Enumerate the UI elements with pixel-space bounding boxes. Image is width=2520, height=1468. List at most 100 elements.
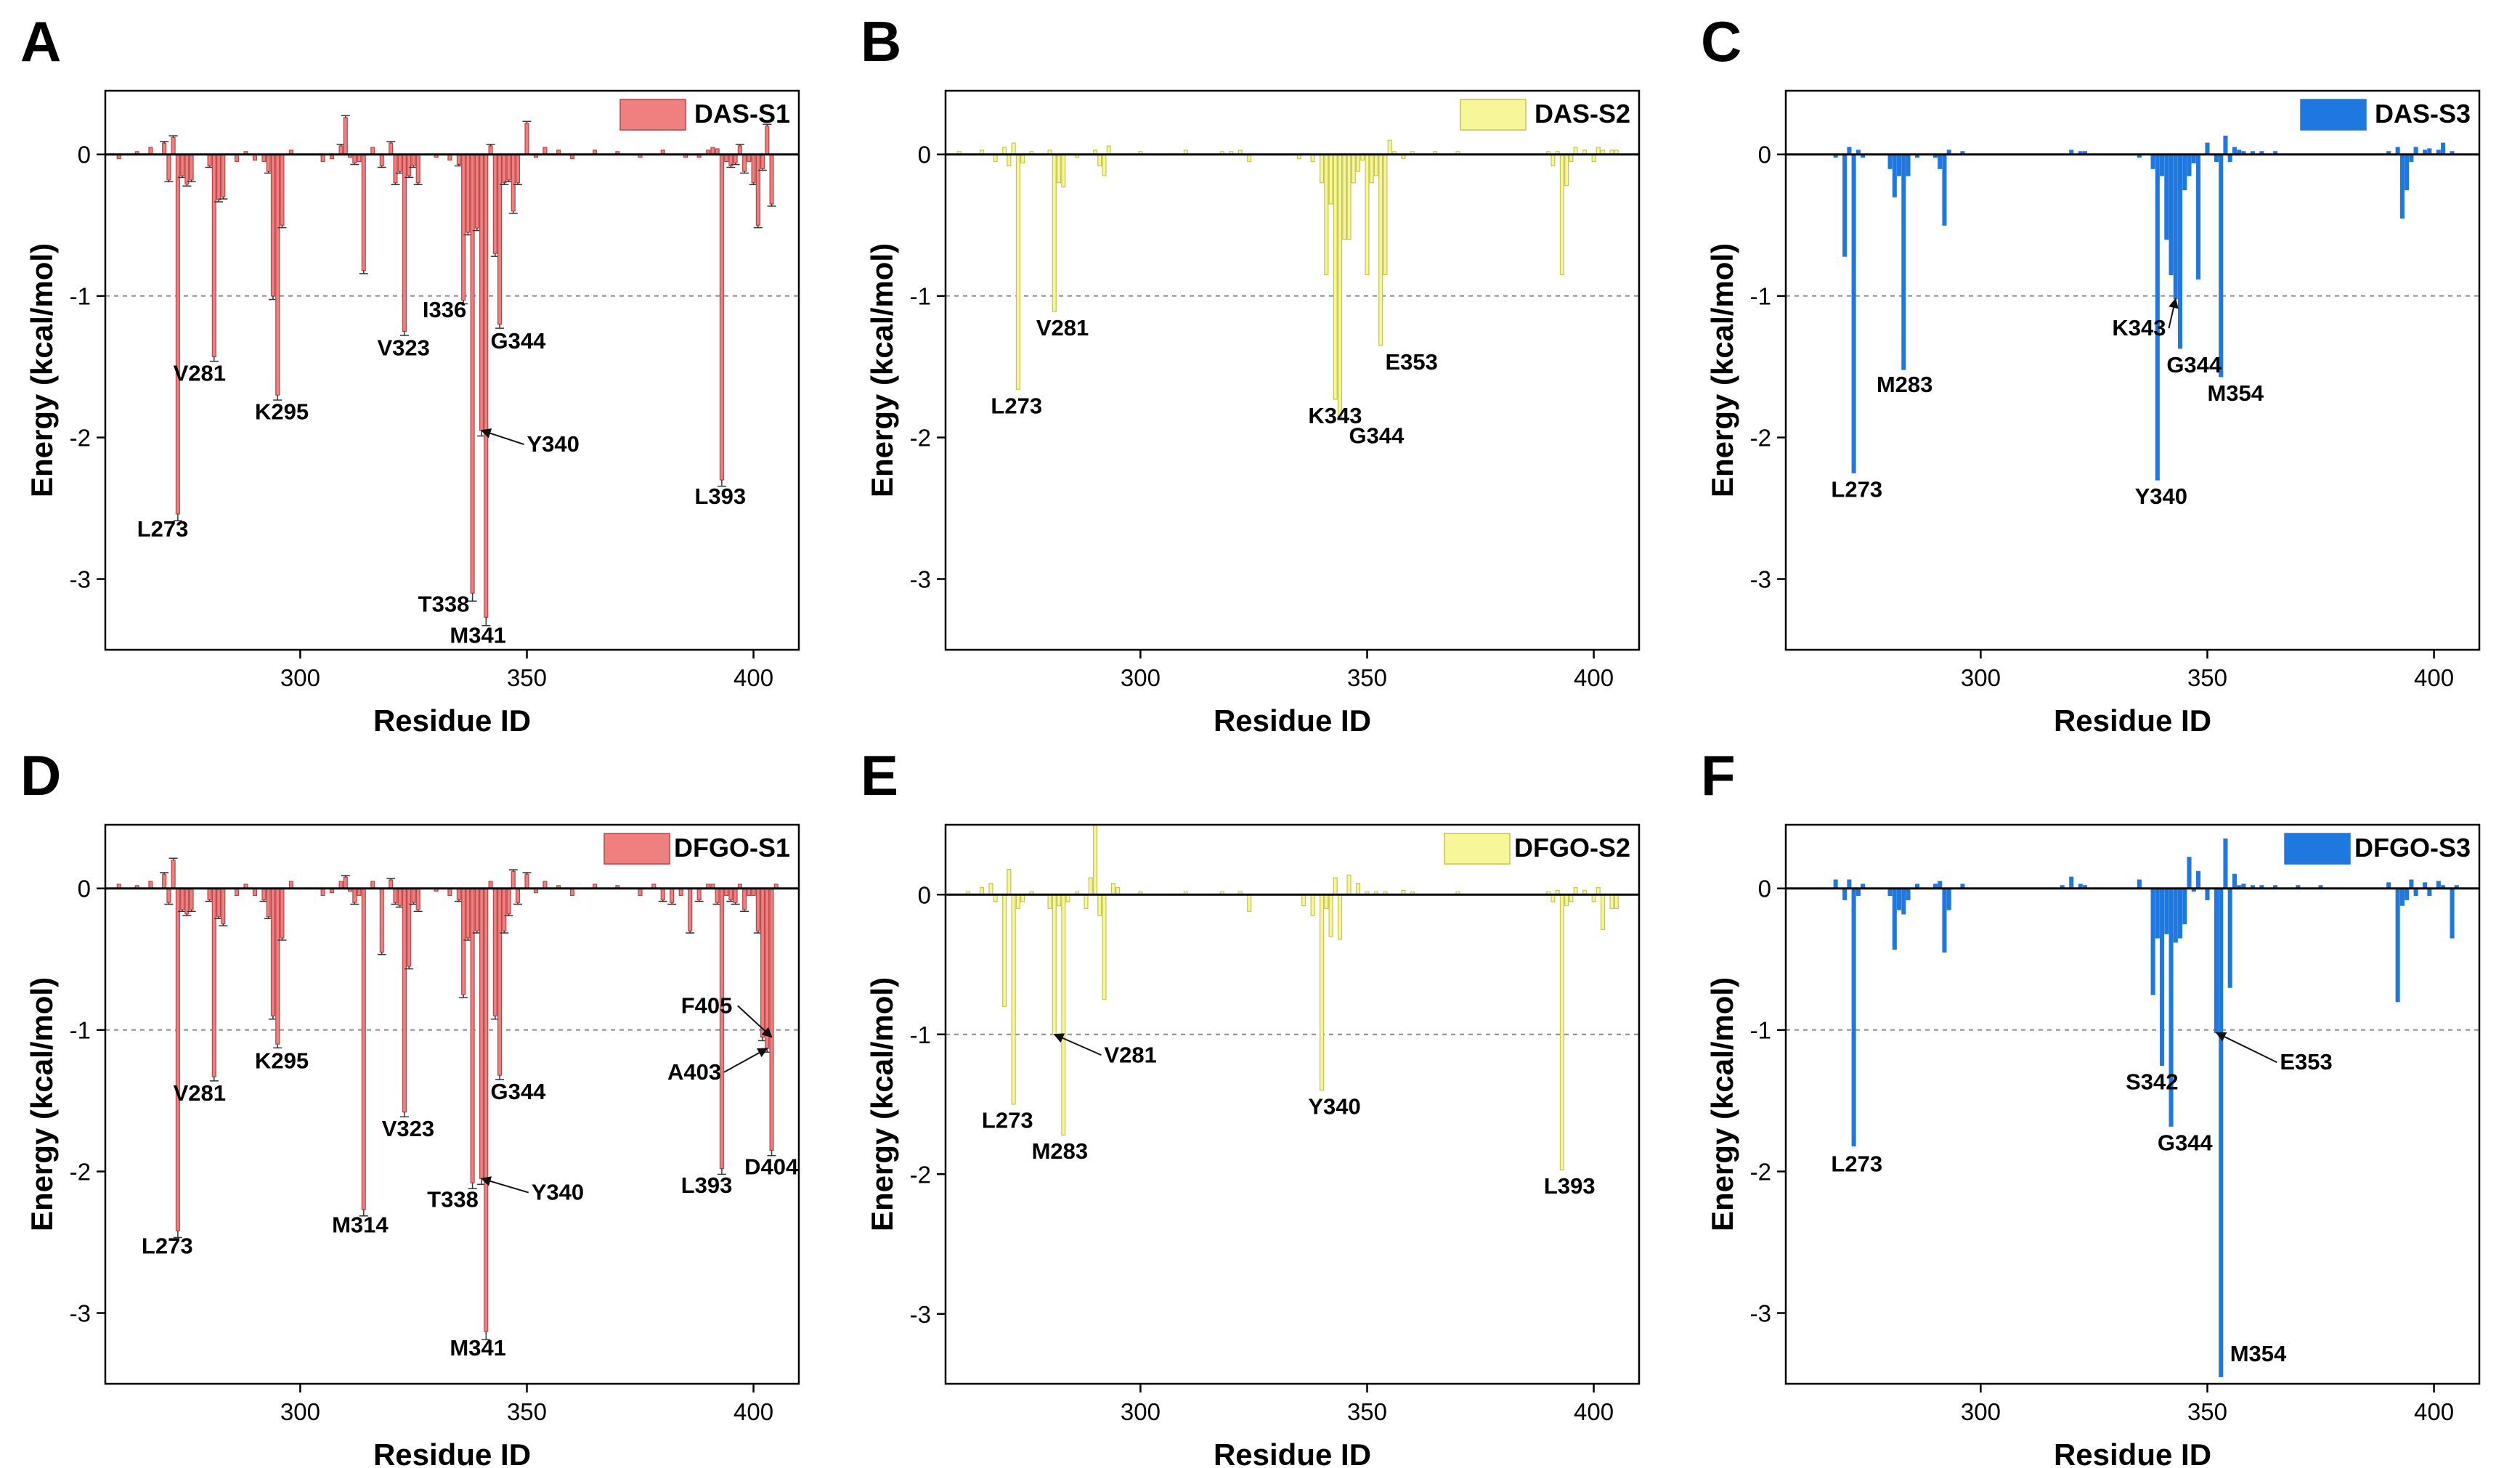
annotation-arrow — [737, 1005, 773, 1038]
bar — [1015, 894, 1020, 910]
y-tick-label: -1 — [70, 283, 91, 310]
bar — [1342, 154, 1347, 240]
bar — [1897, 154, 1902, 176]
annotation-label: T338 — [427, 1186, 479, 1212]
bar — [1833, 879, 1838, 889]
bar — [415, 888, 420, 910]
bar — [742, 888, 747, 910]
bar — [393, 888, 398, 903]
annotation-label: V281 — [1104, 1042, 1156, 1067]
bar — [1057, 894, 1062, 907]
bar — [1842, 154, 1848, 257]
annotation-label: M283 — [1032, 1138, 1089, 1164]
bar — [397, 154, 402, 172]
bar — [2219, 888, 2224, 1377]
bar — [2405, 888, 2410, 900]
bar — [2219, 154, 2224, 378]
bar — [2155, 888, 2160, 939]
bar — [270, 888, 275, 1016]
y-tick-label: 0 — [78, 876, 91, 902]
bar — [2232, 873, 2237, 889]
bar — [479, 888, 484, 1179]
annotation-label: Y340 — [1308, 1093, 1360, 1119]
y-tick-label: -1 — [910, 283, 931, 310]
bar — [670, 888, 675, 903]
bar — [1097, 894, 1102, 916]
bar — [456, 154, 461, 165]
bar — [261, 888, 267, 900]
bar — [1387, 139, 1392, 155]
bar — [1301, 894, 1306, 907]
bar — [484, 888, 489, 1332]
bar — [2399, 888, 2405, 906]
annotation-label: L273 — [137, 516, 189, 542]
bar — [171, 860, 176, 889]
bar — [737, 145, 742, 155]
bar — [411, 888, 416, 903]
annotation-label: T338 — [418, 591, 470, 616]
panel-a: A 0 -1 -2 -3 300 350 400 Residue ID Energy (kcal… — [0, 0, 840, 734]
y-tick-label: 0 — [918, 142, 931, 168]
bar — [1373, 154, 1379, 176]
bar — [2191, 154, 2196, 164]
panel-f: F 0 -1 -2 -3 300 350 400 Residue ID Energy (kcal… — [1680, 734, 2520, 1468]
bar — [2137, 879, 2142, 889]
bar — [175, 888, 180, 1232]
bar — [407, 154, 412, 176]
chart-c: 0 -1 -2 -3 300 350 400 Residue ID Energy (kcal/m… — [1705, 89, 2481, 734]
bar — [1247, 894, 1252, 912]
x-axis-label: Residue ID — [2054, 1438, 2211, 1468]
annotation-label: M341 — [450, 1335, 506, 1361]
x-tick-label: 300 — [280, 1398, 320, 1425]
bar — [1102, 894, 1107, 1000]
y-tick-label: -2 — [1750, 1159, 1771, 1186]
bar — [755, 888, 760, 931]
bar — [479, 154, 484, 431]
annotation-label: V323 — [378, 335, 430, 361]
bar — [2178, 888, 2183, 939]
annotation-label: K343 — [2112, 315, 2166, 341]
bar — [1002, 894, 1007, 1007]
bar — [755, 154, 760, 226]
chart-d: 0 -1 -2 -3 300 350 400 Residue ID Energy (kcal/m… — [25, 823, 800, 1468]
annotation-label: K343 — [1308, 403, 1362, 428]
bar — [484, 154, 489, 618]
annotation-label: G344 — [2166, 352, 2222, 378]
bar — [343, 117, 348, 155]
bar — [1559, 154, 1564, 276]
bar — [1942, 888, 1947, 953]
bar — [162, 142, 167, 155]
bar — [411, 154, 416, 166]
annotation-label: L393 — [681, 1173, 733, 1198]
bar — [1346, 154, 1352, 240]
bar — [2399, 154, 2405, 219]
bar — [715, 888, 720, 903]
bar — [1047, 894, 1052, 910]
legend-label: DAS-S3 — [2375, 99, 2471, 129]
bar — [352, 888, 357, 903]
bar — [1609, 894, 1614, 910]
bar — [402, 154, 407, 332]
bar — [2164, 154, 2169, 240]
y-tick-label: 0 — [918, 881, 931, 908]
bar — [180, 154, 185, 176]
x-tick-label: 350 — [2187, 664, 2227, 691]
y-tick-label: 0 — [78, 142, 91, 168]
bar — [470, 154, 475, 594]
annotation-label: G344 — [1349, 423, 1405, 448]
bar — [175, 154, 180, 515]
bar — [1601, 894, 1606, 930]
x-axis-label: Residue ID — [373, 704, 531, 734]
annotation-label: M283 — [1877, 372, 1933, 397]
bar — [2395, 888, 2400, 1003]
bar — [2069, 876, 2074, 889]
bar — [1052, 894, 1057, 1035]
bar — [2227, 888, 2232, 988]
bar — [1061, 894, 1066, 1135]
bar — [1887, 154, 1893, 169]
y-axis-label: Energy (kcal/mol) — [25, 977, 59, 1231]
bar — [216, 154, 221, 200]
annotation-label: L393 — [694, 484, 746, 509]
annotation-label: L393 — [1544, 1173, 1596, 1199]
panel-letter: F — [1701, 743, 1736, 807]
